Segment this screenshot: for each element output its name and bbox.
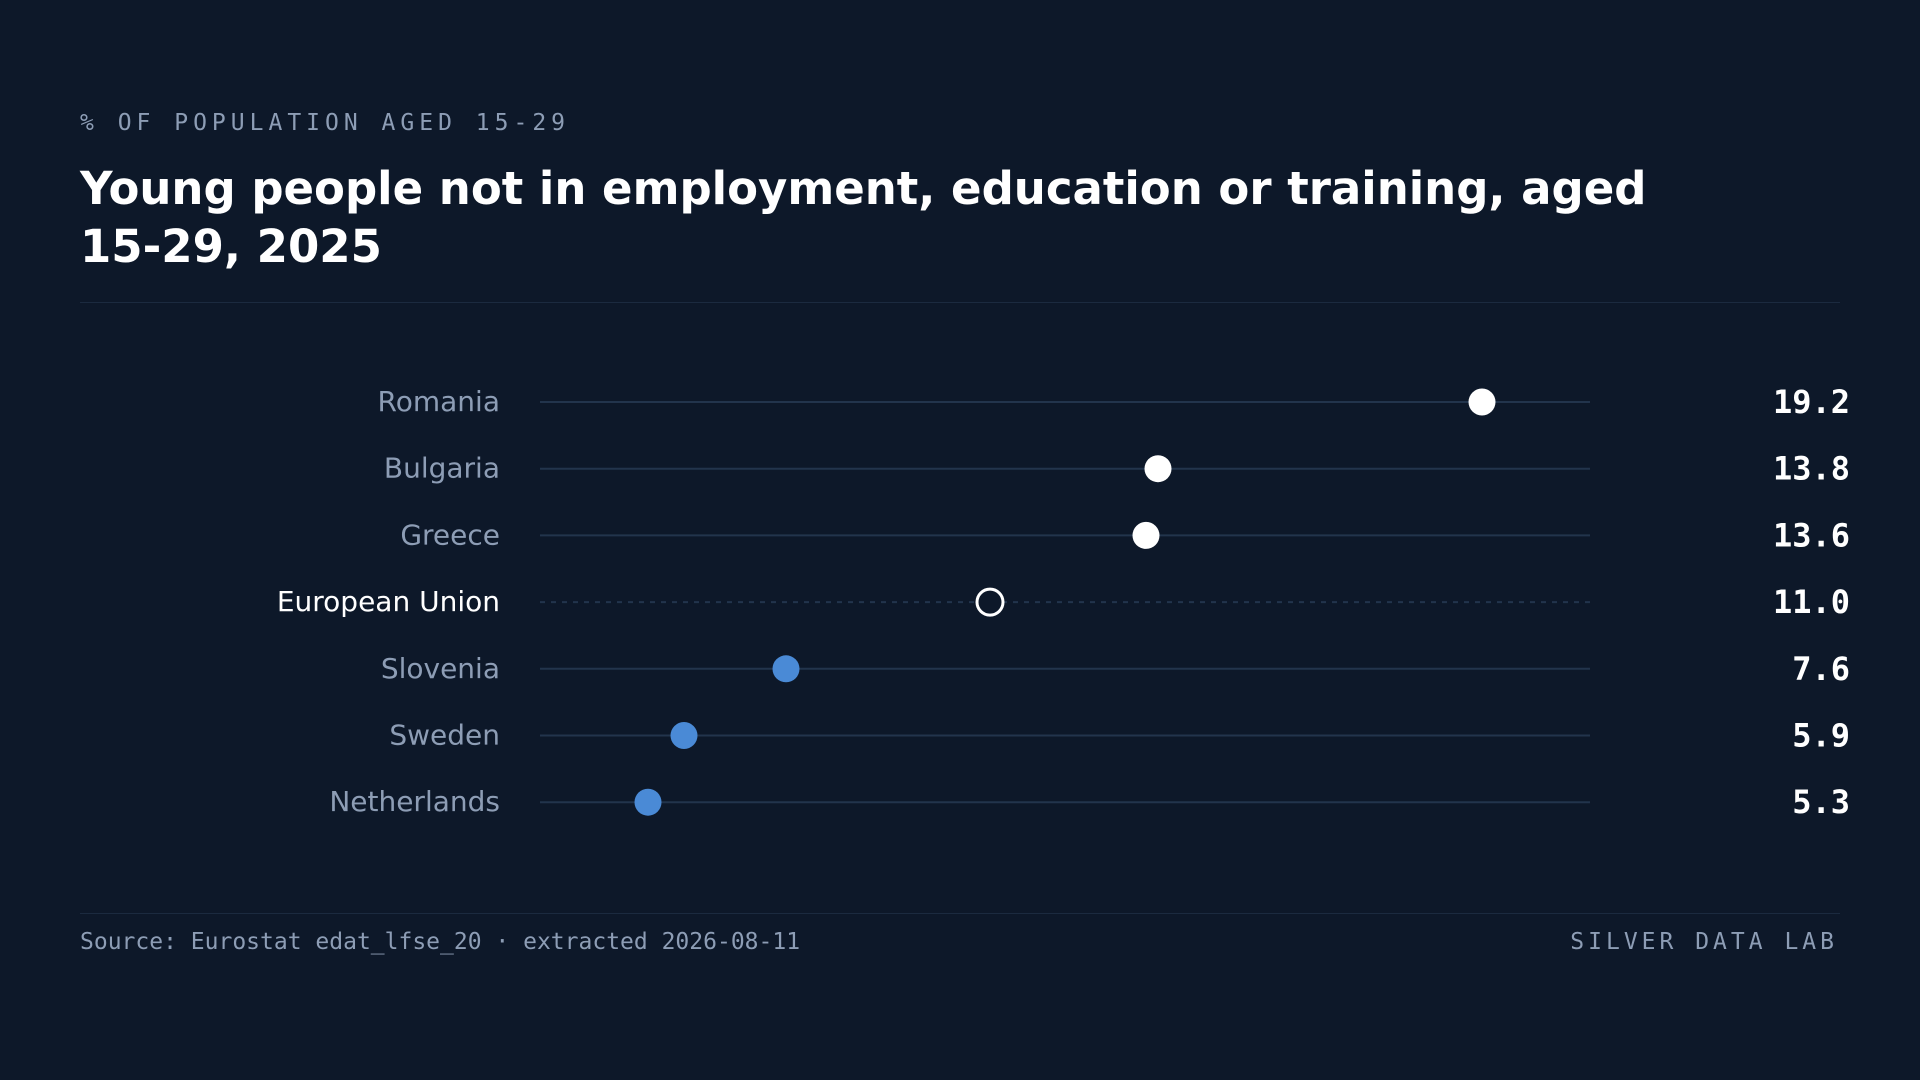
bottom-divider (80, 913, 1840, 914)
data-point (670, 722, 698, 749)
source-note: Source: Eurostat edat_lfse_20 · extracte… (80, 929, 801, 955)
data-point (1144, 455, 1172, 483)
category-label: European Union (277, 585, 500, 618)
value-label: 5.9 (1792, 717, 1850, 755)
data-point (772, 655, 800, 683)
data-point (1132, 521, 1160, 549)
chart-eyebrow: % OF POPULATION AGED 15-29 (80, 110, 571, 136)
value-label: 5.3 (1792, 783, 1850, 821)
top-divider (80, 302, 1840, 303)
category-label: Romania (378, 385, 500, 418)
category-label: Netherlands (329, 785, 500, 818)
chart-title: Young people not in employment, educatio… (80, 162, 1647, 273)
value-label: 13.8 (1773, 450, 1850, 488)
value-label: 13.6 (1773, 516, 1850, 554)
data-point (1468, 388, 1496, 416)
value-label: 11.0 (1773, 583, 1850, 621)
data-point (634, 788, 662, 816)
reference-point (975, 587, 1005, 617)
dot-plot: Romania 19.2 Bulgaria 13.8 Greece 13.6 Europea… (277, 383, 1850, 821)
category-label: Greece (400, 518, 500, 551)
category-label: Bulgaria (384, 452, 500, 485)
value-label: 19.2 (1773, 383, 1850, 421)
category-label: Sweden (389, 719, 500, 752)
category-label: Slovenia (381, 652, 500, 685)
brand-label: SILVER DATA LAB (1570, 929, 1838, 955)
value-label: 7.6 (1792, 650, 1850, 688)
